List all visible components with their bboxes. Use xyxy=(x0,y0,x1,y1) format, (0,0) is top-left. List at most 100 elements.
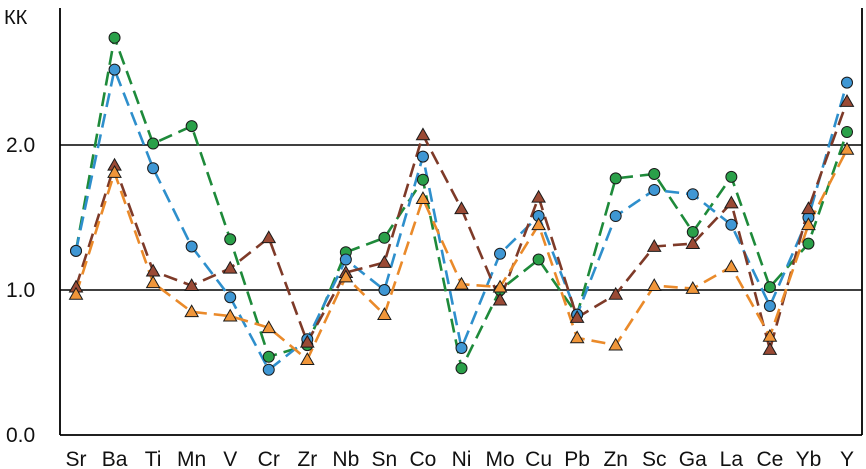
x-category-label: Ba xyxy=(102,448,128,469)
data-point-series-0 xyxy=(648,168,661,180)
data-point-series-0 xyxy=(416,173,429,186)
data-point-series-2 xyxy=(608,286,624,300)
data-point-series-2 xyxy=(184,278,200,292)
data-point-series-0 xyxy=(763,281,776,294)
data-point-series-0 xyxy=(725,170,738,183)
x-category-label: Sr xyxy=(66,448,87,469)
x-category-label: Ga xyxy=(679,448,707,469)
x-category-label: Co xyxy=(410,448,437,469)
data-point-series-3 xyxy=(685,281,701,294)
data-point-series-0 xyxy=(455,362,468,375)
x-category-label: Yb xyxy=(796,448,822,469)
data-point-series-3 xyxy=(492,279,508,293)
series-line-1 xyxy=(74,68,849,372)
x-category-label: Mo xyxy=(485,448,514,469)
data-point-series-0 xyxy=(532,253,545,266)
data-point-series-3 xyxy=(145,275,161,289)
data-point-series-1 xyxy=(686,188,699,201)
data-point-series-1 xyxy=(224,291,237,304)
data-point-series-3 xyxy=(569,330,585,344)
data-point-series-0 xyxy=(108,31,121,44)
data-point-series-1 xyxy=(339,253,352,266)
data-point-series-1 xyxy=(147,162,160,175)
data-point-series-3 xyxy=(454,276,469,290)
x-category-label: V xyxy=(223,448,237,469)
data-point-series-2 xyxy=(531,189,546,203)
data-point-series-2 xyxy=(492,292,508,306)
data-point-series-2 xyxy=(415,127,431,141)
y-tick-label: 2.0 xyxy=(6,134,35,157)
x-category-label: La xyxy=(720,448,744,469)
data-point-series-1 xyxy=(185,240,198,253)
data-point-series-0 xyxy=(802,237,815,250)
data-point-series-2 xyxy=(685,236,701,249)
data-point-series-1 xyxy=(378,284,391,296)
data-point-series-3 xyxy=(839,141,855,155)
data-point-series-2 xyxy=(762,341,778,355)
x-category-label: Ti xyxy=(145,448,162,469)
data-point-series-0 xyxy=(262,350,275,363)
x-category-label: Y xyxy=(840,448,854,469)
series-markers-layer xyxy=(68,31,855,376)
data-point-series-1 xyxy=(70,244,82,257)
data-point-series-2 xyxy=(839,93,855,107)
data-point-series-0 xyxy=(185,120,198,133)
x-category-label: Zn xyxy=(603,448,628,469)
data-point-series-3 xyxy=(107,165,122,178)
data-point-series-2 xyxy=(299,334,315,348)
data-point-series-3 xyxy=(261,320,277,334)
x-category-label: Nb xyxy=(332,448,359,469)
data-point-series-3 xyxy=(222,308,238,322)
data-point-series-1 xyxy=(108,63,121,76)
data-point-series-3 xyxy=(299,352,315,365)
data-point-series-2 xyxy=(569,310,585,323)
data-point-series-3 xyxy=(338,269,354,283)
data-point-series-2 xyxy=(222,260,238,274)
x-category-label: Cu xyxy=(525,448,552,469)
data-point-series-1 xyxy=(416,150,429,163)
data-point-series-2 xyxy=(723,195,739,209)
data-point-series-3 xyxy=(723,259,739,273)
data-point-series-1 xyxy=(609,210,622,223)
data-point-series-1 xyxy=(494,247,507,260)
data-point-series-3 xyxy=(68,286,84,300)
data-point-series-1 xyxy=(648,183,661,196)
data-point-series-0 xyxy=(686,226,699,238)
x-category-label: Sc xyxy=(642,448,667,469)
data-point-series-1 xyxy=(841,76,853,89)
data-point-series-3 xyxy=(377,307,392,321)
y-tick-label: 0.0 xyxy=(6,424,35,447)
data-point-series-1 xyxy=(262,363,275,376)
x-category-label: Ni xyxy=(452,448,472,469)
data-point-series-3 xyxy=(531,217,546,231)
data-point-series-0 xyxy=(378,231,391,244)
data-point-series-1 xyxy=(763,299,776,312)
data-point-series-0 xyxy=(147,137,160,150)
data-point-series-0 xyxy=(841,125,853,138)
data-point-series-2 xyxy=(646,238,662,252)
axis-layer: КК xyxy=(4,7,863,436)
data-point-series-0 xyxy=(609,172,622,185)
x-category-label: Pb xyxy=(564,448,590,469)
x-category-label: Zr xyxy=(297,448,317,469)
data-point-series-1 xyxy=(455,342,468,354)
data-point-series-3 xyxy=(415,191,431,205)
data-point-series-3 xyxy=(762,328,778,342)
data-point-series-1 xyxy=(725,218,738,231)
data-point-series-2 xyxy=(801,201,816,215)
data-point-series-2 xyxy=(261,230,277,244)
x-category-label: Cr xyxy=(258,448,280,469)
y-tick-label: 1.0 xyxy=(6,279,35,302)
category-label-layer: Sr Ba Ti Mn V Cr Zr Nb Sn Co Ni Mo Cu Pb Zn Sc Ga La Ce Yb Y xyxy=(66,448,855,469)
x-category-label: Sn xyxy=(372,448,398,469)
data-point-series-2 xyxy=(377,254,392,268)
x-category-label: Mn xyxy=(177,448,206,469)
data-point-series-0 xyxy=(224,233,237,246)
tick-label-layer: 0.0 1.0 2.0 xyxy=(6,134,35,447)
data-point-series-3 xyxy=(608,337,624,351)
grid-layer xyxy=(60,144,862,291)
y-axis-title: КК xyxy=(4,7,28,29)
data-point-series-3 xyxy=(184,304,200,318)
data-point-series-3 xyxy=(801,217,816,231)
